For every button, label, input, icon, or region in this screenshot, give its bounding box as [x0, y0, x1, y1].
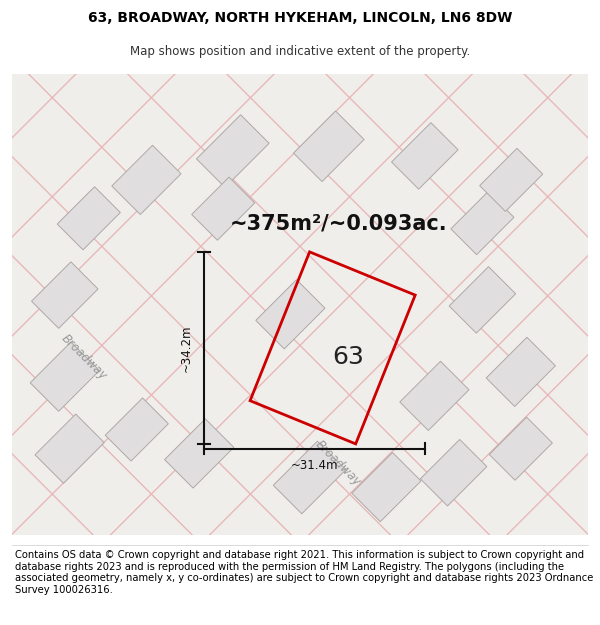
Text: Contains OS data © Crown copyright and database right 2021. This information is : Contains OS data © Crown copyright and d… — [15, 550, 593, 595]
Text: 63, BROADWAY, NORTH HYKEHAM, LINCOLN, LN6 8DW: 63, BROADWAY, NORTH HYKEHAM, LINCOLN, LN… — [88, 11, 512, 26]
Polygon shape — [112, 145, 181, 214]
Text: Broadway: Broadway — [313, 438, 364, 489]
Polygon shape — [489, 417, 553, 480]
Polygon shape — [191, 177, 255, 240]
Polygon shape — [449, 267, 515, 333]
Text: Broadway: Broadway — [59, 332, 109, 383]
Text: ~31.4m: ~31.4m — [290, 459, 338, 472]
Polygon shape — [12, 74, 588, 535]
Text: 63: 63 — [332, 346, 364, 369]
Polygon shape — [30, 342, 100, 411]
Polygon shape — [486, 338, 556, 406]
Polygon shape — [451, 191, 514, 254]
Polygon shape — [164, 419, 234, 488]
Polygon shape — [421, 439, 487, 506]
Polygon shape — [392, 122, 458, 189]
Text: ~34.2m: ~34.2m — [180, 324, 193, 372]
Polygon shape — [105, 398, 169, 461]
Polygon shape — [35, 414, 104, 483]
Polygon shape — [196, 115, 269, 188]
Polygon shape — [32, 262, 98, 328]
Polygon shape — [352, 452, 421, 522]
Polygon shape — [400, 361, 469, 431]
Polygon shape — [479, 148, 543, 211]
Text: Map shows position and indicative extent of the property.: Map shows position and indicative extent… — [130, 45, 470, 58]
Polygon shape — [273, 441, 346, 514]
Polygon shape — [256, 279, 325, 349]
Text: ~375m²/~0.093ac.: ~375m²/~0.093ac. — [230, 213, 447, 233]
Polygon shape — [293, 111, 364, 182]
Polygon shape — [57, 187, 121, 250]
